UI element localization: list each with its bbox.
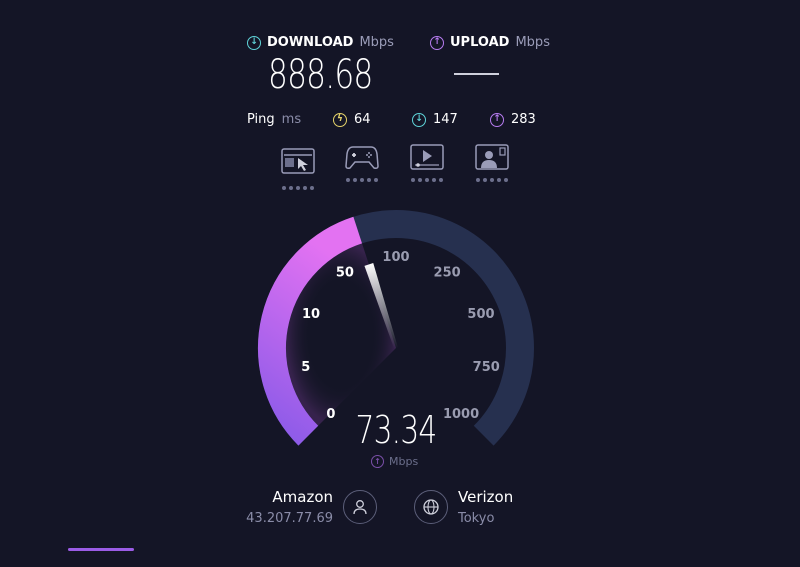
gauge-glow (286, 243, 396, 426)
server-location: Tokyo (458, 511, 495, 526)
provider-name: Amazon (272, 488, 333, 506)
ping-unit: ms (281, 112, 302, 127)
gauge-unit-text: Mbps (389, 455, 419, 468)
ping-upload: ↑ 283 (490, 112, 536, 127)
gauge-tick-label: 250 (434, 266, 461, 281)
server-button[interactable] (414, 490, 448, 524)
rating-dots (475, 178, 509, 182)
arrow-down-circle-icon: ↓ (412, 112, 426, 127)
gauge-tick-label: 0 (326, 407, 335, 422)
gauge-tick-label: 500 (467, 307, 494, 322)
gauge-fill (258, 216, 363, 446)
gauge-tick-label: 100 (382, 250, 409, 265)
ping-idle-value: 64 (354, 112, 371, 127)
provider-ip: 43.207.77.69 (246, 511, 333, 526)
activity-web-browsing[interactable] (281, 144, 315, 190)
gauge-tick-label: 5 (301, 360, 310, 375)
gauge-tick-label: 10 (302, 307, 320, 322)
ping-idle: ϟ 64 (333, 112, 371, 127)
ping-text: Ping (247, 112, 275, 127)
download-value: 888.68 (268, 52, 373, 98)
upload-unit: Mbps (515, 35, 550, 50)
provider-info: Amazon 43.207.77.69 (246, 488, 333, 526)
ping-download-value: 147 (433, 112, 458, 127)
gauge-unit: ↑ Mbps (371, 455, 418, 468)
gauge-current-value: 73.34 (355, 408, 438, 452)
rating-dots (410, 178, 444, 182)
upload-header: ↑ UPLOAD Mbps (430, 35, 550, 50)
gauge-tick-label: 750 (473, 360, 500, 375)
activity-video-call[interactable] (475, 144, 509, 182)
gauge-tick-label: 1000 (443, 407, 479, 422)
active-tab-indicator (68, 548, 134, 551)
rating-dots (345, 178, 379, 182)
globe-icon (423, 499, 439, 515)
server-name[interactable]: Verizon (458, 488, 514, 506)
arrow-up-circle-icon: ↑ (430, 35, 444, 50)
gauge-current-value-wrap: 73.34 (344, 408, 448, 452)
rating-dots (281, 186, 315, 190)
ping-upload-value: 283 (511, 112, 536, 127)
arrow-up-circle-icon: ↑ (371, 455, 384, 468)
activity-gaming[interactable] (345, 144, 379, 182)
upload-value-placeholder (454, 73, 499, 75)
ping-label: Ping ms (247, 112, 301, 127)
web-browsing-icon (281, 148, 315, 174)
download-label: DOWNLOAD (267, 35, 354, 50)
provider-button[interactable] (343, 490, 377, 524)
arrow-down-circle-icon: ↓ (247, 35, 261, 50)
video-call-icon (475, 144, 509, 170)
user-icon (353, 500, 367, 515)
server-info: Verizon Tokyo (458, 488, 513, 526)
gaming-controller-icon (345, 146, 379, 169)
ping-download: ↓ 147 (412, 112, 458, 127)
upload-label: UPLOAD (450, 35, 510, 50)
gauge-needle (364, 262, 398, 349)
lightning-icon: ϟ (333, 112, 347, 127)
video-streaming-icon (410, 144, 444, 170)
download-unit: Mbps (359, 35, 394, 50)
gauge-tick-label: 50 (336, 266, 354, 281)
download-header: ↓ DOWNLOAD Mbps (247, 35, 394, 50)
arrow-up-circle-icon: ↑ (490, 112, 504, 127)
activity-video-streaming[interactable] (410, 144, 444, 182)
